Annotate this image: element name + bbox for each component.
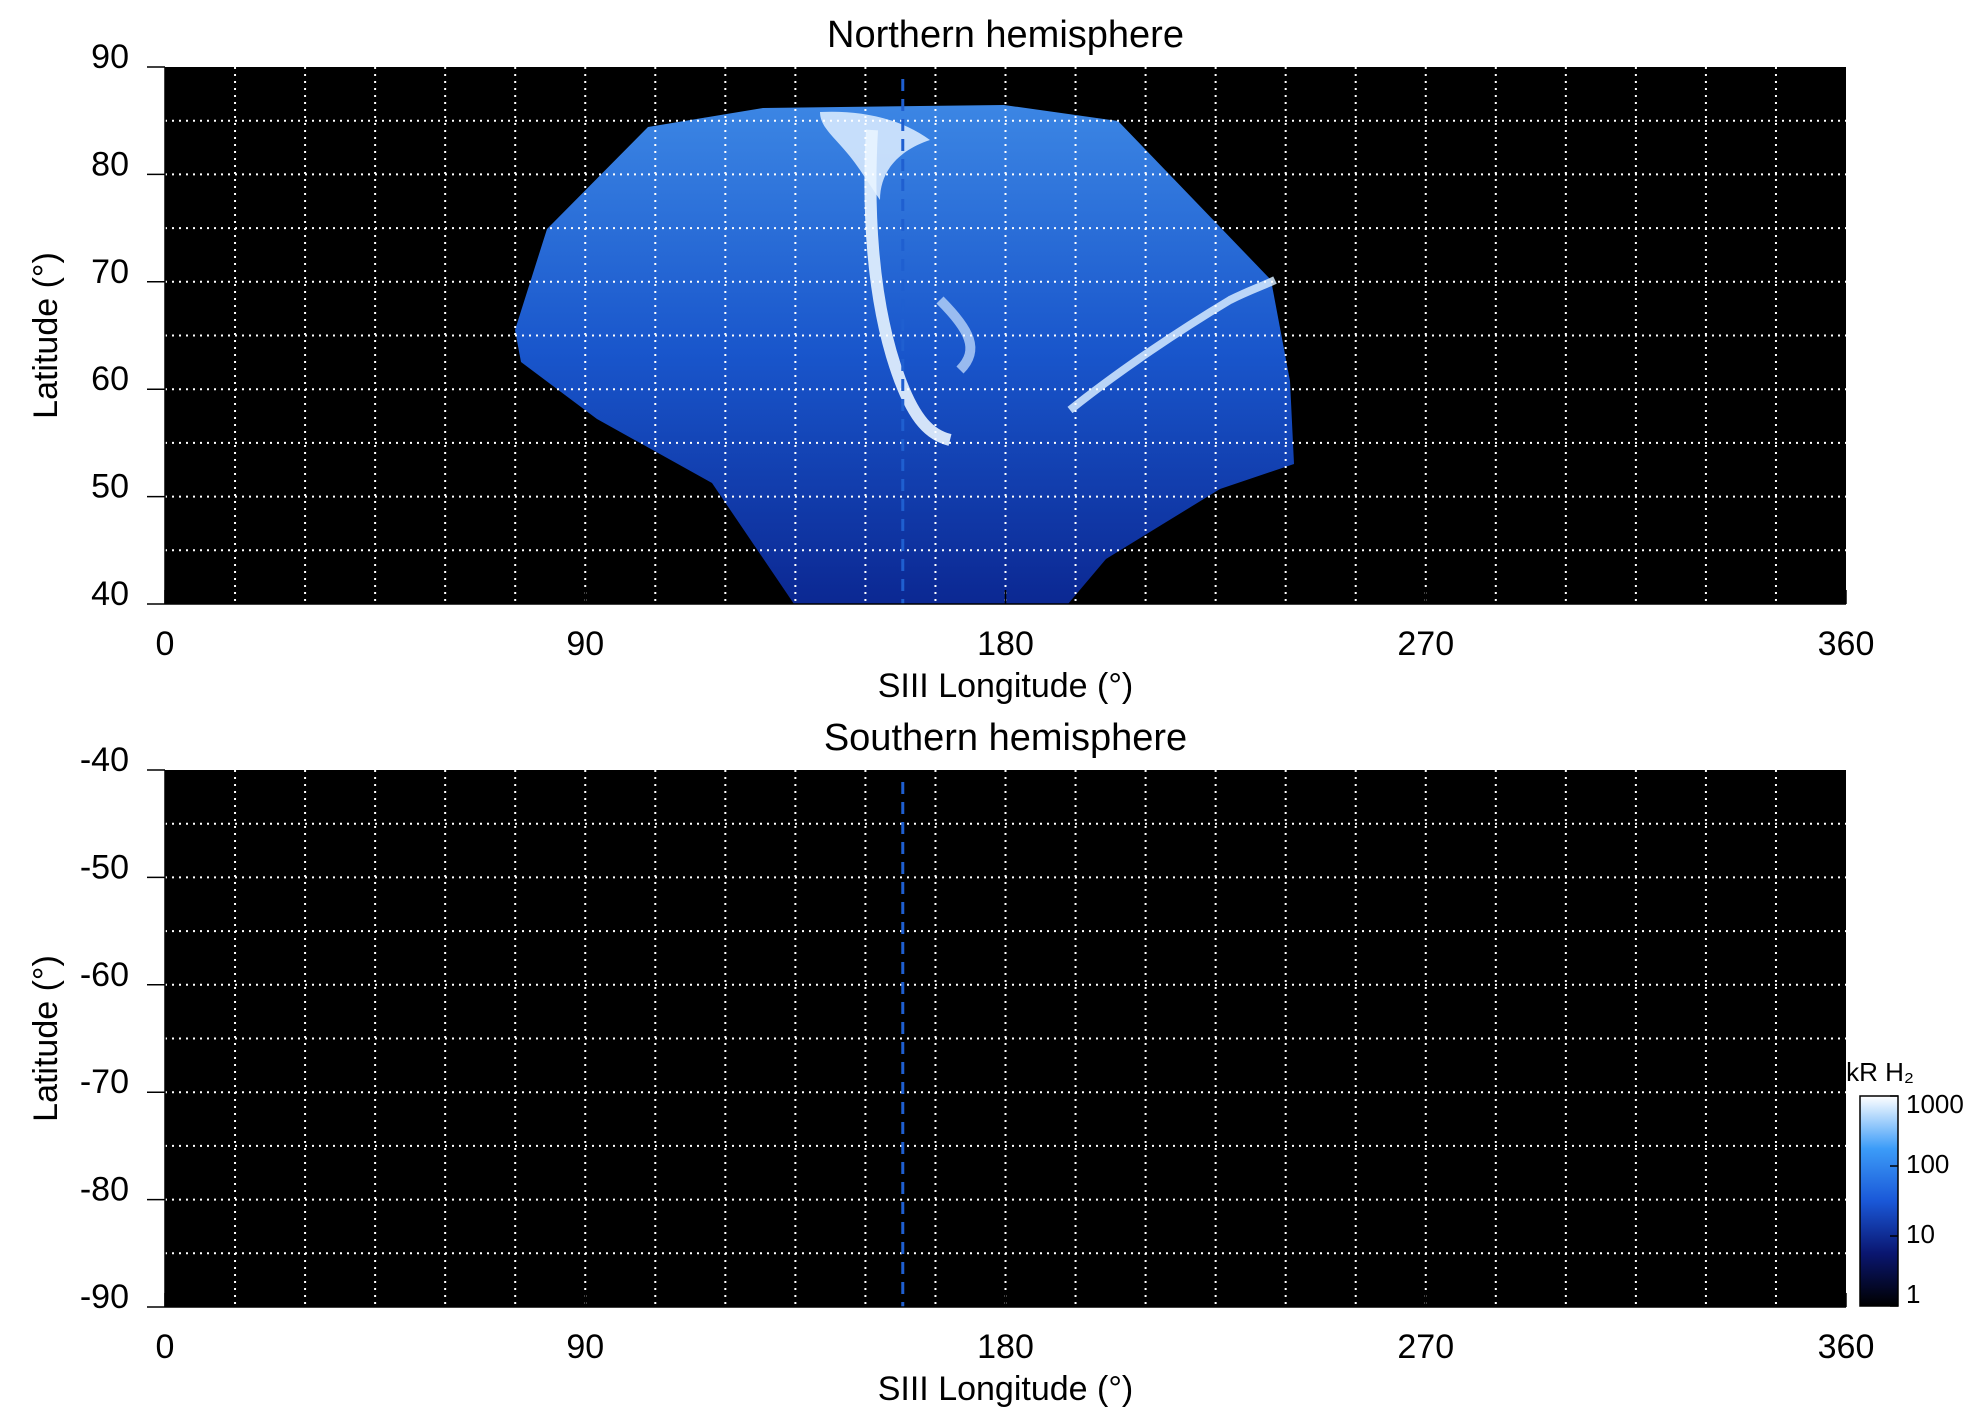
y-tick-label: 90 xyxy=(91,38,129,76)
y-tick-label: 60 xyxy=(91,360,129,398)
y-tick-label: 70 xyxy=(91,253,129,291)
y-axis-label: Latitude (°) xyxy=(27,252,65,419)
y-tick-label: -60 xyxy=(80,956,129,994)
aurora-image xyxy=(515,105,1294,604)
x-tick-label: 0 xyxy=(156,625,175,663)
colorbar-tick-label: 100 xyxy=(1906,1149,1949,1179)
x-tick-label: 90 xyxy=(566,1328,604,1366)
x-tick-label: 360 xyxy=(1818,625,1875,663)
colorbar-label: kR H₂ xyxy=(1846,1057,1914,1087)
y-tick-label: -80 xyxy=(80,1171,129,1209)
x-tick-label: 90 xyxy=(566,625,604,663)
x-axis-label: SIII Longitude (°) xyxy=(878,667,1134,705)
x-tick-label: 270 xyxy=(1397,625,1454,663)
x-tick-label: 180 xyxy=(977,1328,1034,1366)
y-tick-label: -50 xyxy=(80,848,129,886)
panel-title: Northern hemisphere xyxy=(827,14,1184,56)
y-tick-label: -70 xyxy=(80,1063,129,1101)
x-tick-label: 360 xyxy=(1818,1328,1875,1366)
panel-title: Southern hemisphere xyxy=(824,717,1187,759)
y-tick-label: 40 xyxy=(91,575,129,613)
colorbar-tick-label: 1 xyxy=(1906,1279,1920,1309)
y-tick-label: -40 xyxy=(80,741,129,779)
y-tick-label: -90 xyxy=(80,1278,129,1316)
x-tick-label: 0 xyxy=(156,1328,175,1366)
x-axis-label: SIII Longitude (°) xyxy=(878,1370,1134,1408)
colorbar xyxy=(1859,1095,1899,1307)
y-tick-label: 80 xyxy=(91,145,129,183)
y-axis-label: Latitude (°) xyxy=(27,955,65,1122)
x-tick-label: 270 xyxy=(1397,1328,1454,1366)
colorbar-tick-label: 10 xyxy=(1906,1219,1935,1249)
x-tick-label: 180 xyxy=(977,625,1034,663)
y-tick-label: 50 xyxy=(91,468,129,506)
colorbar-tick-label: 1000 xyxy=(1906,1089,1964,1119)
